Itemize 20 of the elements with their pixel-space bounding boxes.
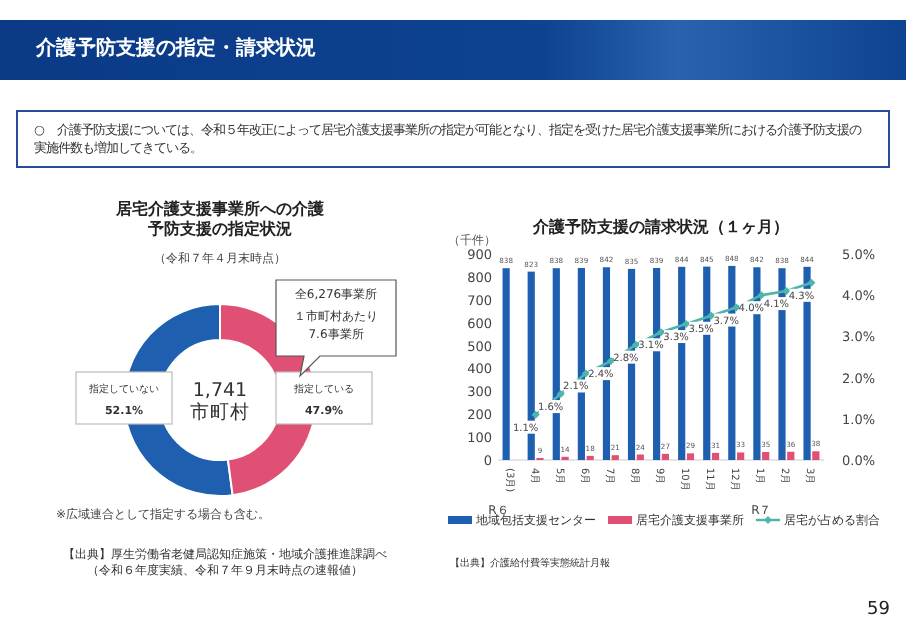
bar [502,268,510,460]
bar [737,452,745,460]
bar [812,451,820,460]
point [807,278,816,287]
point [757,291,766,300]
point [531,410,540,419]
bar [661,453,669,460]
text: 介護予防支援の指定・請求状況 [0,20,906,80]
point [556,390,565,399]
text: 59 [867,600,890,620]
bar [686,453,695,460]
point [707,311,716,320]
bar [762,451,770,460]
point [606,357,615,366]
bar [711,452,720,460]
bar [787,451,795,460]
chart-title: 居宅介護支援事業所への介護予防支援の指定状況 [116,200,324,240]
chart-title: 介護予防支援の請求状況（１ヶ月） [531,218,789,236]
text: 1,741 市町村 [190,380,250,424]
point [657,328,665,337]
